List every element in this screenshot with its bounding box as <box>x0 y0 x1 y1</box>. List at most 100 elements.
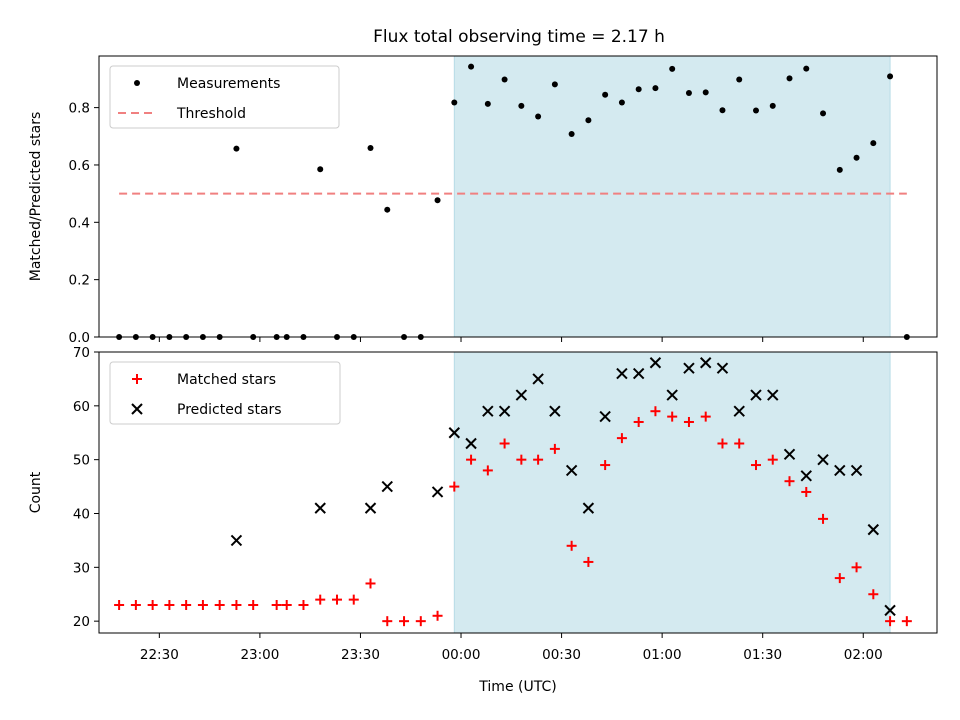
matched-stars-point-9 <box>248 600 259 611</box>
predicted-stars-point-29-b <box>834 464 846 477</box>
x-tick-label-5: 00:30 <box>542 647 581 663</box>
matched-stars-point-4 <box>164 600 175 611</box>
matched-stars-point-8 <box>231 600 242 611</box>
matched-stars-point-21 <box>449 481 460 492</box>
predicted-stars-point-6 <box>448 427 461 439</box>
y-tick-label-1: 0.0 <box>69 330 90 346</box>
matched-stars-point-33 <box>650 406 661 417</box>
measurements-point-38 <box>736 76 743 83</box>
predicted-stars-point-24 <box>750 389 762 401</box>
predicted-stars-point-30-b <box>850 464 863 477</box>
predicted-stars-point-5-b <box>431 486 444 498</box>
legend-label-1: Matched stars <box>177 372 276 388</box>
measurements-point-21 <box>451 99 458 106</box>
measurements-point-8 <box>233 145 240 152</box>
matched-stars-point-28 <box>566 540 577 551</box>
measurements-point-40 <box>769 102 776 109</box>
matched-stars-point-30 <box>600 460 611 471</box>
matched-stars-point-29 <box>583 556 594 567</box>
plot-panel-1: 0.0 0.2 0.4 0.6 0.8 Matched/Predicted stars Me… <box>28 55 938 346</box>
predicted-stars-point-26-b <box>783 448 796 460</box>
predicted-stars-point-20-b <box>683 362 695 374</box>
predicted-stars-point-2 <box>314 502 326 514</box>
predicted-stars-point-23-b <box>733 405 745 417</box>
y-tick-label-6: 70 <box>73 345 90 361</box>
predicted-stars-point-11 <box>532 373 544 385</box>
axes-frame <box>98 351 938 634</box>
x-tick-label-6: 01:00 <box>643 647 682 663</box>
predicted-stars-point-20 <box>683 362 695 374</box>
matched-stars-point-18 <box>399 616 410 627</box>
measurements-point-13 <box>317 166 324 173</box>
matched-stars-point-17 <box>382 616 393 627</box>
predicted-stars-point-11-b <box>532 373 544 385</box>
matched-stars-point-38 <box>734 438 745 449</box>
legend-marker-1 <box>134 80 140 86</box>
predicted-stars-point-8 <box>482 405 494 417</box>
predicted-stars-point-25 <box>767 389 779 401</box>
matched-stars-point-36 <box>700 411 711 422</box>
measurements-point-36 <box>702 89 709 96</box>
predicted-stars-point-31-b <box>867 523 880 536</box>
predicted-stars-point-18-b <box>649 357 662 369</box>
axes-frame <box>98 55 938 338</box>
y-tick-label-2: 30 <box>73 560 90 576</box>
legend-box <box>109 65 340 129</box>
predicted-stars-point-10 <box>515 389 528 401</box>
predicted-stars-point-27 <box>800 470 812 482</box>
predicted-stars-point-16-b <box>616 367 628 380</box>
matched-stars-point-46 <box>868 589 879 600</box>
predicted-stars-point-3 <box>364 502 377 514</box>
predicted-stars-point-2-b <box>314 502 326 514</box>
matched-stars-point-3 <box>147 600 158 611</box>
predicted-stars-point-15 <box>599 410 611 423</box>
measurements-point-16 <box>367 145 374 152</box>
y-tick-label-5: 60 <box>73 399 90 415</box>
matched-stars-point-24 <box>499 438 510 449</box>
matched-stars-point-23 <box>482 465 493 476</box>
matched-stars-point-11 <box>281 600 292 611</box>
predicted-stars-point-17 <box>632 367 645 380</box>
predicted-stars-point-26 <box>783 448 796 460</box>
predicted-stars-point-12-b <box>549 405 561 417</box>
measurements-point-26 <box>535 113 542 120</box>
predicted-stars-point-9 <box>498 405 511 417</box>
observing-window-span <box>454 352 891 633</box>
matched-stars-point-12 <box>298 600 309 611</box>
predicted-stars-point-19 <box>666 389 678 401</box>
matched-stars-point-44 <box>834 573 845 584</box>
measurements-point-17 <box>384 206 391 213</box>
measurements-point-23 <box>484 100 491 107</box>
predicted-stars-point-28 <box>817 453 829 466</box>
x-tick-label-7: 01:30 <box>743 647 782 663</box>
measurements-point-41 <box>786 75 793 82</box>
matched-stars-point-35 <box>683 416 694 427</box>
predicted-stars-point-1 <box>230 534 243 547</box>
measurements-point-27 <box>551 81 558 88</box>
predicted-stars-point-13-b <box>565 464 578 477</box>
measurements-point-25 <box>518 102 525 109</box>
legend-box <box>109 361 341 425</box>
measurements-point-22 <box>468 63 475 70</box>
measurements-point-30 <box>602 91 609 98</box>
predicted-stars-point-27-b <box>800 470 812 482</box>
predicted-stars-point-22-b <box>716 362 729 374</box>
y-tick-label-3: 0.4 <box>69 215 90 231</box>
matched-stars-point-15 <box>348 594 359 605</box>
predicted-stars-point-19-b <box>666 389 678 401</box>
predicted-stars-point-14 <box>582 502 595 514</box>
matched-stars-point-25 <box>516 454 527 465</box>
matched-stars-point-2 <box>130 600 141 611</box>
predicted-stars-point-10-b <box>515 389 528 401</box>
matched-stars-point-14 <box>331 594 342 605</box>
x-tick-label-3: 23:30 <box>341 647 380 663</box>
predicted-stars-point-31 <box>867 523 880 536</box>
predicted-stars-point-15-b <box>599 410 611 423</box>
predicted-stars-point-32 <box>884 604 896 617</box>
measurements-point-31 <box>618 99 625 106</box>
measurements-point-44 <box>836 166 843 173</box>
matched-stars-point-43 <box>818 513 829 524</box>
measurements-point-46 <box>870 140 877 147</box>
predicted-stars-point-5 <box>431 486 444 498</box>
